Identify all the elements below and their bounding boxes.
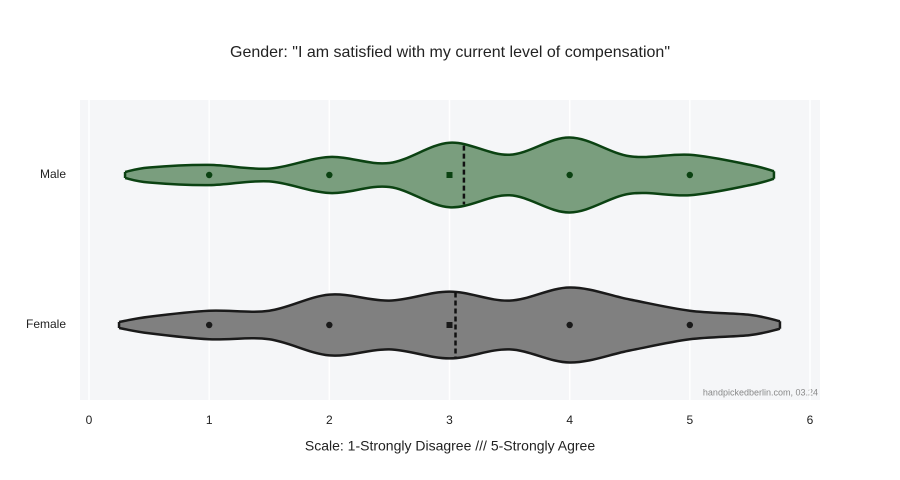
y-tick-label: Male: [40, 167, 66, 181]
x-tick-label: 3: [446, 413, 453, 427]
marks: [117, 136, 782, 364]
x-tick-label: 6: [807, 413, 814, 427]
point: [446, 172, 453, 178]
point: [326, 171, 333, 179]
point: [566, 171, 573, 179]
point: [566, 321, 573, 329]
x-tick-label: 0: [86, 413, 93, 427]
chart-title: Gender: "I am satisfied with my current …: [230, 44, 670, 61]
violin-edge-top: [118, 286, 781, 324]
point: [686, 321, 694, 329]
x-tick-label: 5: [686, 413, 693, 427]
point: [205, 321, 213, 329]
point: [326, 321, 333, 329]
x-tick-label: 4: [566, 413, 573, 427]
point: [446, 322, 453, 328]
violin-edge-top: [124, 136, 775, 174]
watermark: handpickedberlin.com, 03.24: [703, 387, 818, 397]
point: [205, 171, 213, 179]
x-tick-label: 2: [326, 413, 333, 427]
violin-edge-bottom: [124, 176, 775, 214]
x-axis-label: Scale: 1-Strongly Disagree /// 5-Strongl…: [305, 438, 595, 454]
violin-edge-bottom: [118, 326, 781, 364]
y-tick-label: Female: [26, 317, 66, 331]
point: [686, 171, 694, 179]
x-tick-label: 1: [206, 413, 213, 427]
